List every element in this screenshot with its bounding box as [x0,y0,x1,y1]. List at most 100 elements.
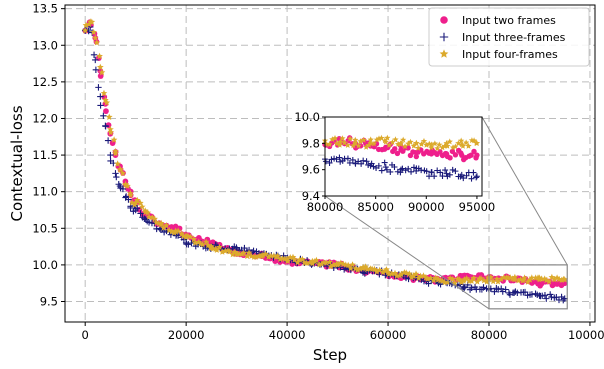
series-point-four-frames [331,135,339,141]
series-point-three-frames [434,167,441,174]
series-point-four-frames [114,160,121,167]
zoom-connector-line [324,195,490,310]
series-point-four-frames [124,182,131,189]
series-point-four-frames [98,69,106,76]
series-point-three-frames [104,137,112,144]
series-point-four-frames [347,264,354,272]
series-point-four-frames [339,135,346,142]
series-point-four-frames [430,276,438,284]
series-point-four-frames [91,34,99,41]
zoom-rectangle [488,264,568,310]
series-point-three-frames [116,182,124,190]
inset-x-tick-label: 85000 [357,200,394,214]
series-point-four-frames [363,143,370,150]
series-point-three-frames [368,160,375,167]
series-point-four-frames [373,268,381,275]
y-tick-label: 11.5 [32,148,58,162]
series-point-four-frames [524,278,532,285]
series-point-four-frames [107,125,114,133]
series-point-four-frames [326,258,333,265]
series-point-four-frames [184,232,192,239]
series-point-four-frames [543,276,550,284]
series-point-four-frames [451,279,459,286]
series-point-four-frames [373,136,380,143]
series-point-four-frames [131,201,138,208]
series-point-four-frames [116,166,124,173]
x-tick-label: 40000 [269,328,306,342]
series-point-four-frames [468,277,475,284]
inset-series-circle [322,135,480,163]
series-point-four-frames [362,263,369,270]
series-point-four-frames [434,145,441,151]
series-point-three-frames [145,219,153,226]
series-point-four-frames [413,139,420,146]
series-point-four-frames [262,250,269,257]
series-point-four-frames [417,272,424,279]
series-point-four-frames [352,136,359,143]
series-point-four-frames [465,142,472,149]
inset-frame [324,116,483,197]
series-point-four-frames [359,263,367,271]
series-point-four-frames [110,136,118,143]
series-point-four-frames [420,272,427,279]
series-point-four-frames [383,266,390,273]
series-point-three-frames [381,159,388,166]
series-point-four-frames [327,263,335,270]
series-point-four-frames [213,246,221,253]
series-point-four-frames [107,129,115,136]
inset-y-tick-label: 9.8 [302,136,320,150]
series-point-three-frames [541,292,549,299]
legend-entry-label: Input two frames [462,14,556,27]
series-point-three-frames [112,170,119,177]
series-point-four-frames [515,277,522,284]
series-point-four-frames [294,258,301,266]
series-point-four-frames [100,89,108,97]
series-point-four-frames [344,142,351,148]
series-point-four-frames [452,143,459,150]
inset-zoom-plot: 80000 85000 90000 95000 9.4 9.6 9.8 10.0 [294,110,495,214]
series-point-four-frames [163,222,170,229]
series-point-four-frames [97,63,104,71]
series-point-four-frames [160,224,167,231]
series-point-three-frames [241,244,248,252]
series-point-four-frames [356,265,364,272]
series-point-three-frames [473,174,480,181]
series-point-four-frames [259,251,267,259]
series-point-four-frames [178,230,185,237]
series-point-four-frames [168,228,176,235]
series-point-three-frames [443,170,450,177]
series-point-four-frames [344,261,352,269]
series-point-four-frames [449,144,457,151]
series-point-four-frames [470,274,478,281]
series-point-three-frames [92,56,99,64]
series-point-four-frames [415,144,422,151]
series-point-four-frames [426,140,433,147]
series-point-three-frames [358,160,365,167]
series-point-four-frames [439,49,449,58]
series-point-four-frames [389,139,396,145]
series-point-three-frames [95,84,102,91]
series-point-four-frames [511,273,519,281]
series-point-four-frames [360,136,367,143]
series-point-four-frames [127,189,134,197]
series-point-four-frames [412,270,420,277]
series-point-four-frames [376,266,384,274]
series-point-three-frames [399,165,406,172]
series-point-three-frames [428,169,435,176]
series-point-four-frames [436,141,443,148]
inset-y-tick-label: 10.0 [294,110,320,124]
series-point-two-frames [109,140,116,146]
series-point-two-frames [103,108,109,115]
series-point-two-frames [97,73,104,79]
inset-x-tick-label: 80000 [307,200,344,214]
series-point-three-frames [119,185,127,193]
series-point-four-frames [375,135,383,142]
series-point-three-frames [405,165,412,172]
series-point-three-frames [468,284,475,291]
series-point-three-frames [397,169,404,176]
series-point-three-frames [363,158,370,165]
series-point-three-frames [394,168,401,175]
series-point-three-frames [322,158,329,165]
series-point-four-frames [191,239,199,246]
series-point-three-frames [449,166,456,173]
